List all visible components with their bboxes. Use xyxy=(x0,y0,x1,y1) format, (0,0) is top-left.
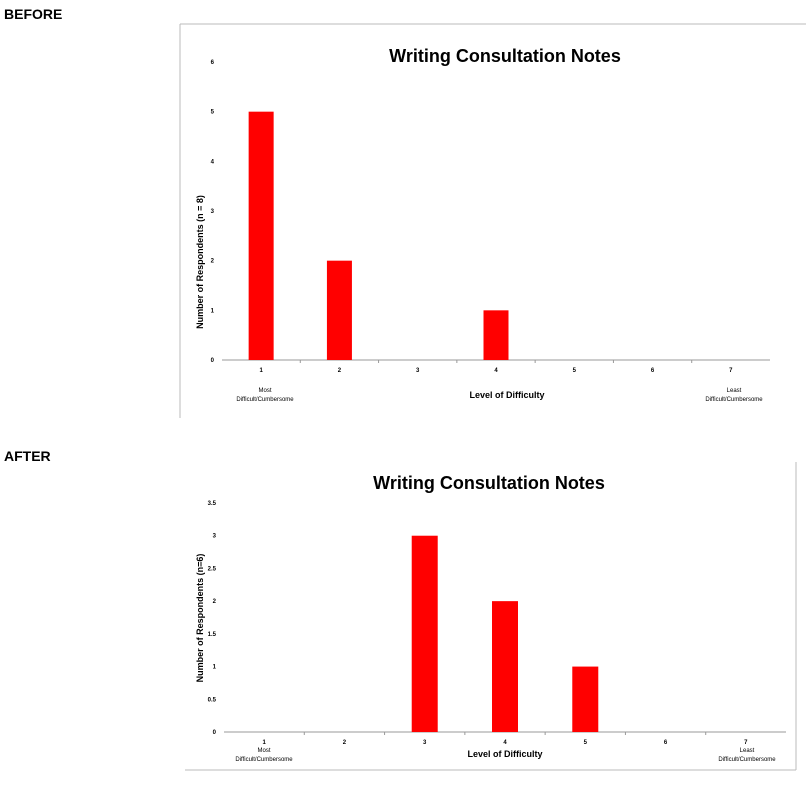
before-chart-title: Writing Consultation Notes xyxy=(389,46,621,66)
after-left-end-label-line2: Difficult/Cumbersome xyxy=(235,757,293,763)
before-plot-area: 0 1 2 3 4 5 6 1 2 3 4 5 6 7 xyxy=(211,60,770,374)
before-x-tick-label: 7 xyxy=(729,368,733,374)
before-x-tick-label: 5 xyxy=(573,368,577,374)
after-bar-3 xyxy=(411,535,438,732)
after-x-tick-label: 4 xyxy=(503,740,507,746)
before-bar-4 xyxy=(483,310,509,360)
after-y-tick-label: 3 xyxy=(213,534,217,540)
after-bar-4 xyxy=(492,601,518,732)
before-x-tick-label: 1 xyxy=(259,368,263,374)
before-x-tick-label: 6 xyxy=(651,368,655,374)
after-x-tick-label: 2 xyxy=(343,740,347,746)
before-label: BEFORE xyxy=(4,6,63,22)
before-bar-1 xyxy=(248,111,274,361)
after-right-end-label-line1: Least xyxy=(740,748,755,754)
after-y-tick-label: 2 xyxy=(213,599,217,605)
before-chart: Writing Consultation Notes Number of Res… xyxy=(179,23,806,418)
before-y-tick-label: 0 xyxy=(211,358,215,364)
before-x-axis-title: Level of Difficulty xyxy=(469,390,544,400)
before-left-end-label-line1: Most xyxy=(258,388,271,394)
before-y-tick-label: 2 xyxy=(211,259,215,265)
after-x-tick-label: 3 xyxy=(423,740,427,746)
after-y-tick-label: 2.5 xyxy=(208,566,217,572)
before-y-tick-label: 3 xyxy=(211,209,215,215)
after-left-end-label-line1: Most xyxy=(257,748,270,754)
after-y-tick-label: 1 xyxy=(213,665,217,671)
after-right-end-label-line2: Difficult/Cumbersome xyxy=(718,757,776,763)
after-y-tick-label: 0 xyxy=(213,730,217,736)
after-chart: Writing Consultation Notes Number of Res… xyxy=(185,462,797,771)
after-x-tick-label: 6 xyxy=(664,740,668,746)
after-x-tick-label: 7 xyxy=(744,740,748,746)
after-x-tick-label: 5 xyxy=(584,740,588,746)
before-x-tick-label: 3 xyxy=(416,368,420,374)
before-left-end-label-line2: Difficult/Cumbersome xyxy=(236,397,294,403)
after-x-tick-label: 1 xyxy=(262,740,266,746)
before-y-tick-label: 1 xyxy=(211,308,215,314)
after-y-tick-label: 0.5 xyxy=(208,697,217,703)
after-plot-area: 0 0.5 1 1.5 2 2.5 3 3.5 1 2 3 4 5 6 7 xyxy=(208,501,786,746)
after-chart-title: Writing Consultation Notes xyxy=(373,473,605,493)
before-x-tick-label: 4 xyxy=(494,368,498,374)
before-x-tick-label: 2 xyxy=(338,368,342,374)
after-bar-5 xyxy=(572,666,599,732)
after-label: AFTER xyxy=(4,448,51,464)
before-y-axis-title: Number of Respondents (n = 8) xyxy=(195,195,205,329)
before-bar-2 xyxy=(326,260,352,360)
before-right-end-label-line1: Least xyxy=(727,388,742,394)
after-y-axis-title: Number of Respondents (n=6) xyxy=(195,554,205,683)
after-y-tick-label: 3.5 xyxy=(208,501,217,507)
before-y-tick-label: 5 xyxy=(211,110,215,116)
before-y-tick-label: 4 xyxy=(211,159,215,165)
after-y-tick-label: 1.5 xyxy=(208,632,217,638)
before-y-tick-label: 6 xyxy=(211,60,215,66)
before-right-end-label-line2: Difficult/Cumbersome xyxy=(705,397,763,403)
after-x-axis-title: Level of Difficulty xyxy=(467,749,542,759)
